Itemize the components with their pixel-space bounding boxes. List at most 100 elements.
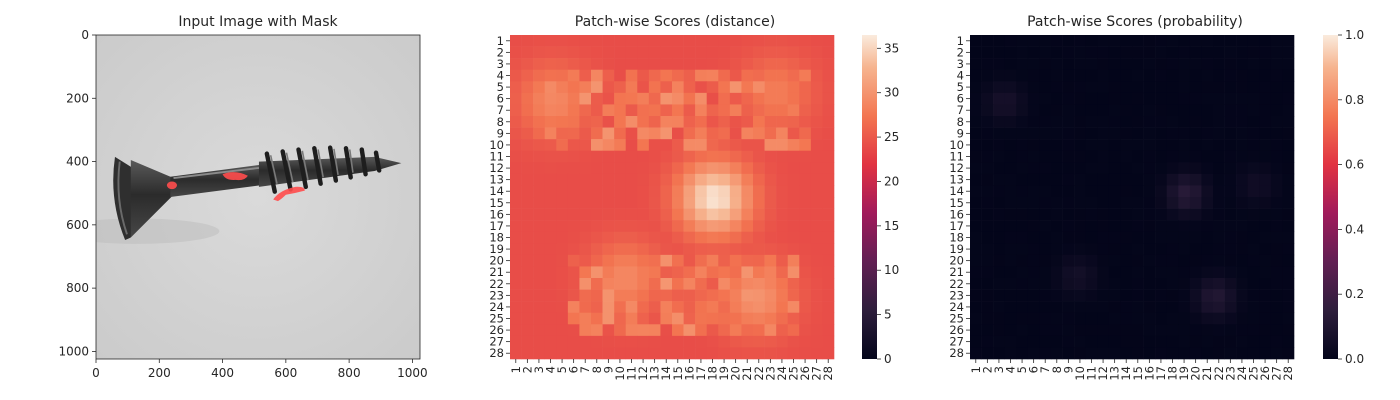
heatmap-cell (764, 139, 777, 152)
heatmap-cell (602, 116, 615, 128)
heatmap-cell (591, 150, 603, 163)
heatmap-cell (1016, 69, 1029, 82)
heatmap-cell (544, 278, 557, 290)
heatmap-cell (1039, 266, 1052, 279)
heatmap-cell (556, 116, 569, 128)
heatmap-cell (1120, 127, 1133, 140)
heatmap-cell (648, 243, 661, 256)
row-tick-label: 3 (497, 57, 504, 71)
heatmap-cell (521, 162, 534, 175)
heatmap-cell (533, 254, 546, 267)
heatmap-cell (672, 162, 684, 175)
heatmap-cell (1270, 266, 1283, 279)
heatmap-cell (683, 92, 696, 105)
heatmap-cell (1004, 254, 1017, 267)
heatmap-cell (1259, 220, 1272, 233)
heatmap-cell (1016, 197, 1029, 209)
heatmap-cell (810, 324, 823, 337)
heatmap-cell (637, 312, 650, 325)
heatmap-cell (810, 347, 823, 360)
heatmap-cell (1224, 139, 1237, 152)
heatmap-cell (614, 231, 627, 244)
heatmap-cell (591, 278, 603, 290)
heatmap-cell (1236, 278, 1249, 290)
heatmap-cell (993, 243, 1006, 256)
heatmap-cell (1062, 243, 1075, 256)
heatmap-cell (993, 162, 1006, 175)
heatmap-cell (1270, 116, 1283, 128)
heatmap-cell (1143, 197, 1156, 209)
heatmap-cell (533, 347, 546, 360)
heatmap-cell (1166, 173, 1179, 186)
heatmap-cell (1282, 185, 1295, 198)
heatmap-cell (1016, 289, 1029, 302)
heatmap-cell (718, 324, 731, 337)
heatmap-cell (533, 266, 546, 279)
heatmap-cell (741, 254, 754, 267)
heatmap-cell (1120, 220, 1133, 233)
heatmap-cell (660, 266, 673, 279)
heatmap-cell (556, 301, 569, 314)
col-tick-label: 9 (1061, 366, 1075, 373)
heatmap-cell (822, 289, 835, 302)
heatmap-cell (718, 162, 731, 175)
heatmap-cell (602, 335, 615, 348)
heatmap-cell (1039, 254, 1052, 267)
heatmap-cell (567, 150, 580, 163)
heatmap-cell (556, 208, 569, 221)
heatmap-cell (1270, 301, 1283, 314)
heatmap-cell (672, 312, 684, 325)
heatmap-cell (1120, 278, 1133, 290)
heatmap-cell (1027, 220, 1040, 233)
heatmap-cell (1155, 116, 1168, 128)
heatmap-cell (1027, 335, 1040, 348)
heatmap-cell (1236, 46, 1249, 59)
heatmap-cell (648, 150, 661, 163)
heatmap-cell (799, 104, 812, 117)
heatmap-cell (1213, 312, 1225, 325)
col-tick-label: 11 (625, 366, 639, 381)
heatmap-cell (993, 185, 1006, 198)
heatmap-cell (1120, 347, 1133, 360)
col-tick-label: 8 (590, 366, 604, 373)
y-tick-label: 200 (66, 91, 89, 105)
heatmap-cell (1143, 335, 1156, 348)
heatmap-cell (1074, 312, 1087, 325)
heatmap-cell (533, 289, 546, 302)
heatmap-cell (1178, 220, 1191, 233)
heatmap-cell (1016, 266, 1029, 279)
heatmap-cell (533, 139, 546, 152)
heatmap-cell (741, 81, 754, 94)
heatmap-cell (1213, 335, 1225, 348)
heatmap-cell (1004, 35, 1017, 47)
heatmap-cell (1213, 127, 1225, 140)
heatmap-cell (1004, 312, 1017, 325)
row-tick-label: 6 (957, 92, 964, 106)
x-tick-label: 1000 (397, 366, 428, 380)
heatmap-cell (591, 127, 603, 140)
heatmap-cell (741, 185, 754, 198)
heatmap-cell (567, 312, 580, 325)
heatmap-cell (787, 116, 800, 128)
heatmap-cell (602, 278, 615, 290)
heatmap-cell (1189, 127, 1202, 140)
heatmap-cell (993, 173, 1006, 186)
heatmap-cell (1143, 81, 1156, 94)
heatmap-cell (567, 208, 580, 221)
heatmap-cell (660, 58, 673, 71)
heatmap-cell (672, 35, 684, 47)
heatmap-cell (1143, 92, 1156, 105)
heatmap-cell (822, 335, 835, 348)
heatmap-cell (1282, 162, 1295, 175)
heatmap-cell (993, 301, 1006, 314)
heatmap-cell (544, 289, 557, 302)
heatmap-cell (556, 92, 569, 105)
heatmap-cell (1062, 104, 1075, 117)
heatmap-cell (625, 312, 638, 325)
heatmap-cell (993, 278, 1006, 290)
heatmap-cell (1085, 173, 1098, 186)
heatmap-cell (1062, 208, 1075, 221)
x-tick-label: 400 (211, 366, 234, 380)
heatmap-cell (1155, 173, 1168, 186)
heatmap-cell (648, 35, 661, 47)
